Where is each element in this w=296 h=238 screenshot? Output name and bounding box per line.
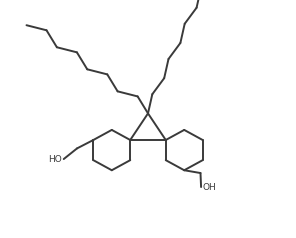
Text: HO: HO — [49, 154, 62, 164]
Text: OH: OH — [202, 183, 216, 192]
